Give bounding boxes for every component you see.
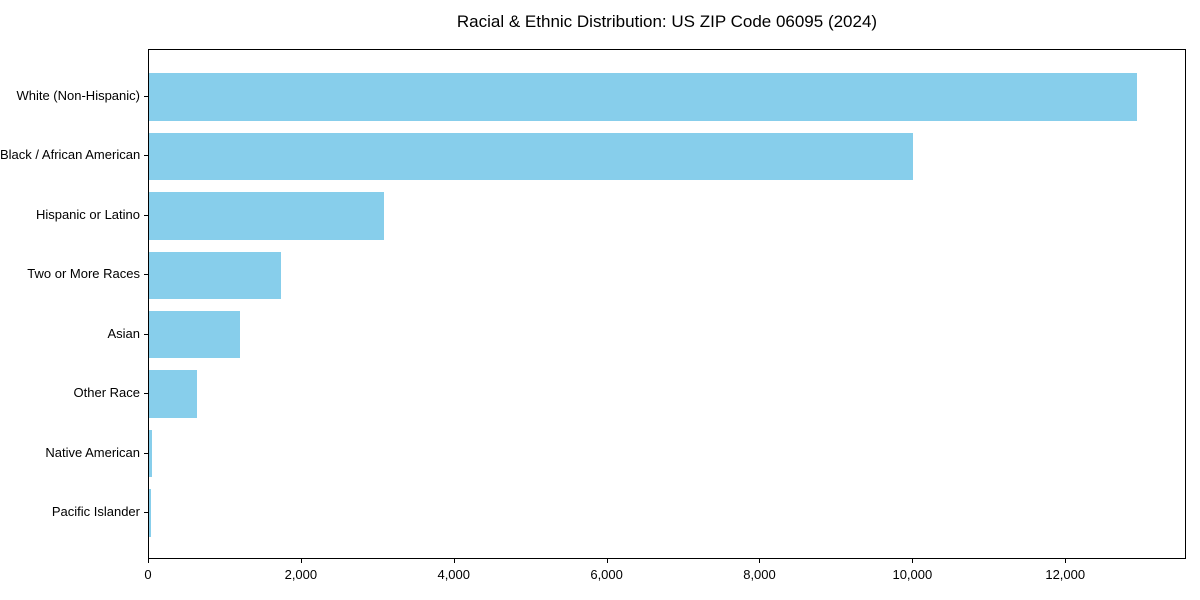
y-tick-label: Two or More Races	[27, 266, 140, 282]
x-tick-mark	[453, 559, 455, 563]
x-tick-mark	[759, 559, 761, 563]
x-tick-label: 4,000	[437, 567, 471, 582]
y-tick-mark	[144, 512, 148, 514]
y-tick-label: Black / African American	[0, 147, 141, 163]
y-tick-label: Asian	[107, 325, 140, 341]
plot-area	[148, 49, 1186, 559]
y-tick-label: Other Race	[73, 385, 140, 401]
y-tick-mark	[144, 214, 148, 216]
x-tick-mark	[1065, 559, 1067, 563]
y-tick-label: Native American	[45, 444, 140, 460]
x-tick-mark	[912, 559, 914, 563]
bar	[149, 429, 153, 478]
x-tick-label: 12,000	[1045, 567, 1086, 582]
y-tick-mark	[144, 95, 148, 97]
bar	[149, 310, 240, 359]
y-tick-label: White (Non-Hispanic)	[16, 87, 140, 103]
x-tick-mark	[300, 559, 302, 563]
x-tick-mark	[148, 559, 149, 563]
chart-title: Racial & Ethnic Distribution: US ZIP Cod…	[456, 12, 878, 31]
y-tick-mark	[144, 452, 148, 454]
y-tick-mark	[144, 333, 148, 335]
bar	[149, 73, 1138, 121]
x-tick-label: 10,000	[892, 567, 933, 582]
y-tick-mark	[144, 393, 148, 395]
y-tick-label: Pacific Islander	[51, 504, 140, 520]
x-tick-label: 0	[144, 567, 152, 582]
y-tick-label: Hispanic or Latino	[35, 206, 140, 222]
x-tick-mark	[606, 559, 608, 563]
bar	[149, 192, 385, 240]
y-tick-mark	[144, 274, 148, 276]
bar	[149, 132, 914, 181]
bar	[149, 370, 198, 418]
x-tick-label: 8,000	[743, 567, 776, 582]
x-tick-label: 2,000	[284, 567, 318, 582]
bar	[149, 489, 151, 537]
y-tick-mark	[144, 155, 148, 157]
bar	[149, 251, 282, 300]
x-tick-label: 6,000	[590, 567, 623, 582]
